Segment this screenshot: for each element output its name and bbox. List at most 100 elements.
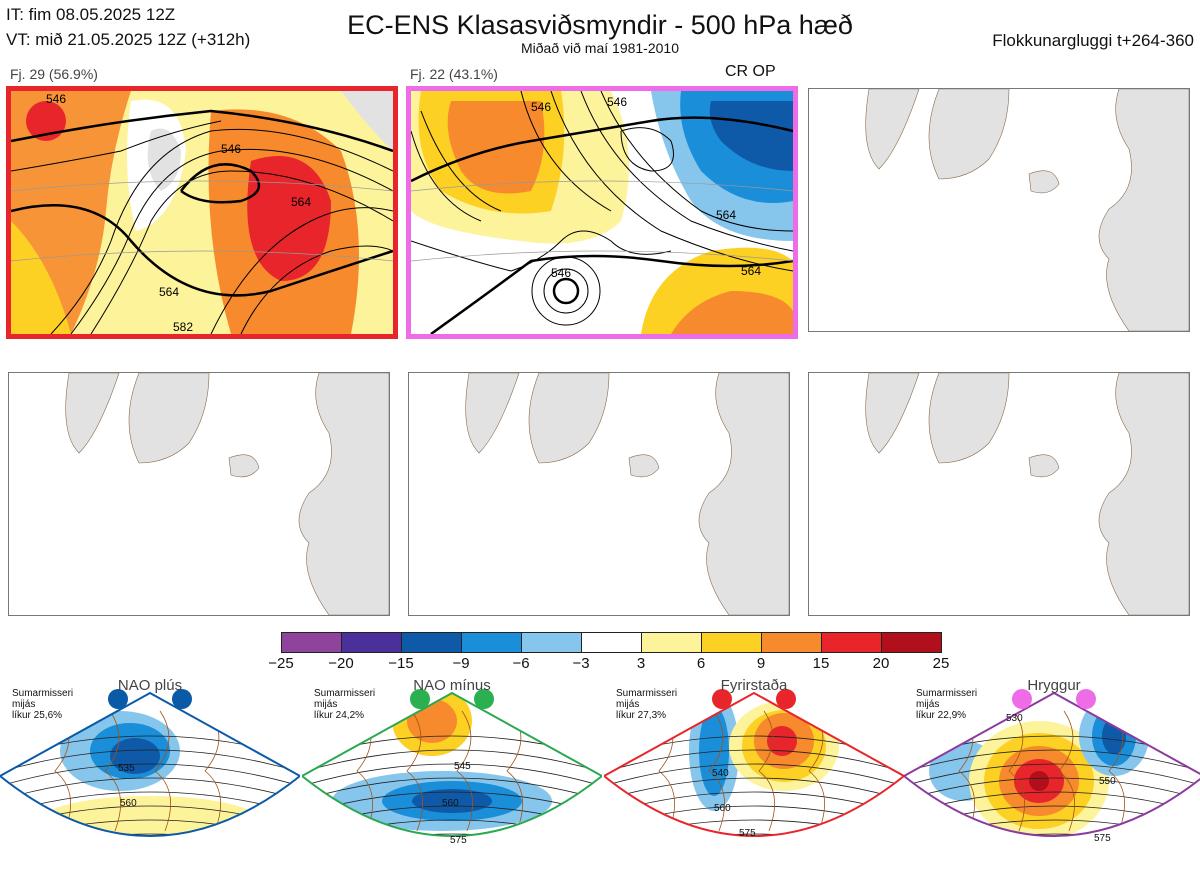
regime-contour-label: 545 (454, 761, 471, 772)
contour-label: 582 (173, 320, 193, 334)
valid-time: VT: mið 21.05.2025 12Z (+312h) (6, 30, 251, 49)
colorbar-tick: −3 (572, 655, 590, 672)
contour-label: 564 (716, 208, 736, 222)
regime-contour-label: 560 (714, 803, 731, 814)
height-contour (302, 777, 602, 804)
regime-name: Fyrirstaða (720, 677, 788, 694)
regime-contour-label: 530 (1006, 713, 1023, 724)
height-contour (0, 749, 300, 776)
cluster-1-anomaly: 546 546 564 564 582 (11, 91, 393, 334)
regime-dot (108, 689, 128, 709)
colorbar-cell (761, 632, 822, 653)
anomaly-blob (1102, 718, 1126, 754)
anomaly-blob (1011, 843, 1047, 855)
colorbar-tick: 15 (812, 655, 830, 672)
coastline (154, 710, 171, 832)
regime-map: 545 560 575 (300, 689, 604, 846)
height-contour (604, 833, 904, 836)
contour-label: 564 (291, 195, 311, 209)
classification-window: Flokkunargluggi t+264-360 (992, 31, 1194, 50)
height-contour (0, 833, 300, 836)
regime-note: Sumarmisseri mijás líkur 24,2% (314, 688, 376, 721)
height-contour (604, 791, 904, 818)
height-contour (904, 848, 1200, 871)
coastline (1008, 710, 1025, 832)
regime-map: 535 560 (0, 689, 302, 871)
contour-label: 564 (159, 285, 179, 299)
regime-note: Sumarmisseri mijás líkur 22,9% (916, 688, 978, 721)
colorbar-cell (641, 632, 702, 653)
regime-note: Sumarmisseri mijás líkur 25,6% (12, 688, 74, 721)
cluster-2-tag: CR OP (725, 63, 776, 80)
page-title: EC-ENS Klasasviðsmyndir - 500 hPa hæð (347, 10, 853, 40)
regime-outline (902, 691, 1200, 837)
colorbar-tick: −9 (452, 655, 470, 672)
height-contour (604, 848, 904, 871)
regime-outline (300, 691, 604, 837)
cluster-1-map[interactable]: 546 546 564 564 582 (6, 86, 398, 339)
cluster-1-label: Fj. 29 (56.9%) (10, 66, 98, 82)
colorbar-cell (701, 632, 762, 653)
colorbar-tick: −20 (328, 655, 354, 672)
colorbar-cell (341, 632, 402, 653)
colorbar-cell (521, 632, 582, 653)
contour-label: 564 (741, 264, 761, 278)
cluster-2-anomaly: 546 546 546 564 564 (411, 91, 793, 334)
height-contour (0, 848, 300, 871)
regime-contour-label: 535 (118, 763, 135, 774)
cluster-2-map[interactable]: 546 546 546 564 564 (406, 86, 798, 339)
initial-time: IT: fim 08.05.2025 12Z (6, 5, 176, 24)
land-outline (465, 373, 789, 615)
contour-label: 546 (46, 92, 66, 106)
regime-outline (0, 691, 302, 837)
regime-1[interactable]: 535 560 NAO plús Sumarmisseri mijás líkur 25,… (0, 671, 302, 871)
height-contour (904, 833, 1200, 836)
regime-map: 540 560 575 (602, 689, 906, 871)
coastline (758, 710, 775, 832)
contour-label: 546 (221, 142, 241, 156)
colorbar-tick: −25 (268, 655, 294, 672)
height-contour (0, 763, 300, 790)
height-contour (302, 749, 602, 776)
regime-2[interactable]: 545 560 575 NAO mínus Sumarmisseri mijás líkur… (300, 671, 604, 871)
colorbar-tick: 25 (932, 655, 950, 672)
empty-map-3 (808, 88, 1190, 332)
contour-label: 546 (551, 266, 571, 280)
colorbar-cell (281, 632, 342, 653)
height-contour (302, 763, 602, 790)
anomaly-blob (767, 726, 797, 756)
contour-label: 546 (531, 100, 551, 114)
height-contour (904, 763, 1200, 790)
regime-name: NAO mínus (413, 677, 491, 694)
coastline (708, 710, 725, 832)
land-outline (65, 373, 389, 615)
regime-dot (1076, 689, 1096, 709)
colorbar-tick: 6 (696, 655, 706, 672)
height-contour (904, 777, 1200, 804)
regime-outline (602, 691, 906, 837)
regime-name: Hryggur (1027, 677, 1081, 694)
regime-dot (410, 689, 430, 709)
coastline (406, 710, 423, 832)
land-outline (865, 373, 1189, 615)
colorbar-tick: 20 (872, 655, 890, 672)
colorbar-tick: 3 (636, 655, 646, 672)
regime-dot (172, 689, 192, 709)
regime-dot (712, 689, 732, 709)
colorbar-cell (461, 632, 522, 653)
regime-contour-label: 550 (1099, 776, 1116, 787)
height-contour (904, 749, 1200, 776)
regime-4[interactable]: 530 550 575 Hryggur Sumarmisseri mijás líkur 2… (902, 671, 1200, 871)
colorbar-cell (401, 632, 462, 653)
regime-3[interactable]: 540 560 575 Fyrirstaða Sumarmisseri mijás líku… (602, 671, 906, 871)
colorbar-tick: −6 (512, 655, 530, 672)
height-contour (604, 749, 904, 776)
colorbar-cell (581, 632, 642, 653)
empty-map-4 (8, 372, 390, 616)
colorbar-cell (821, 632, 882, 653)
colorbar-cell (881, 632, 942, 653)
regime-dot (474, 689, 494, 709)
height-contour (604, 763, 904, 790)
empty-map-6 (808, 372, 1190, 616)
height-contour (0, 777, 300, 804)
